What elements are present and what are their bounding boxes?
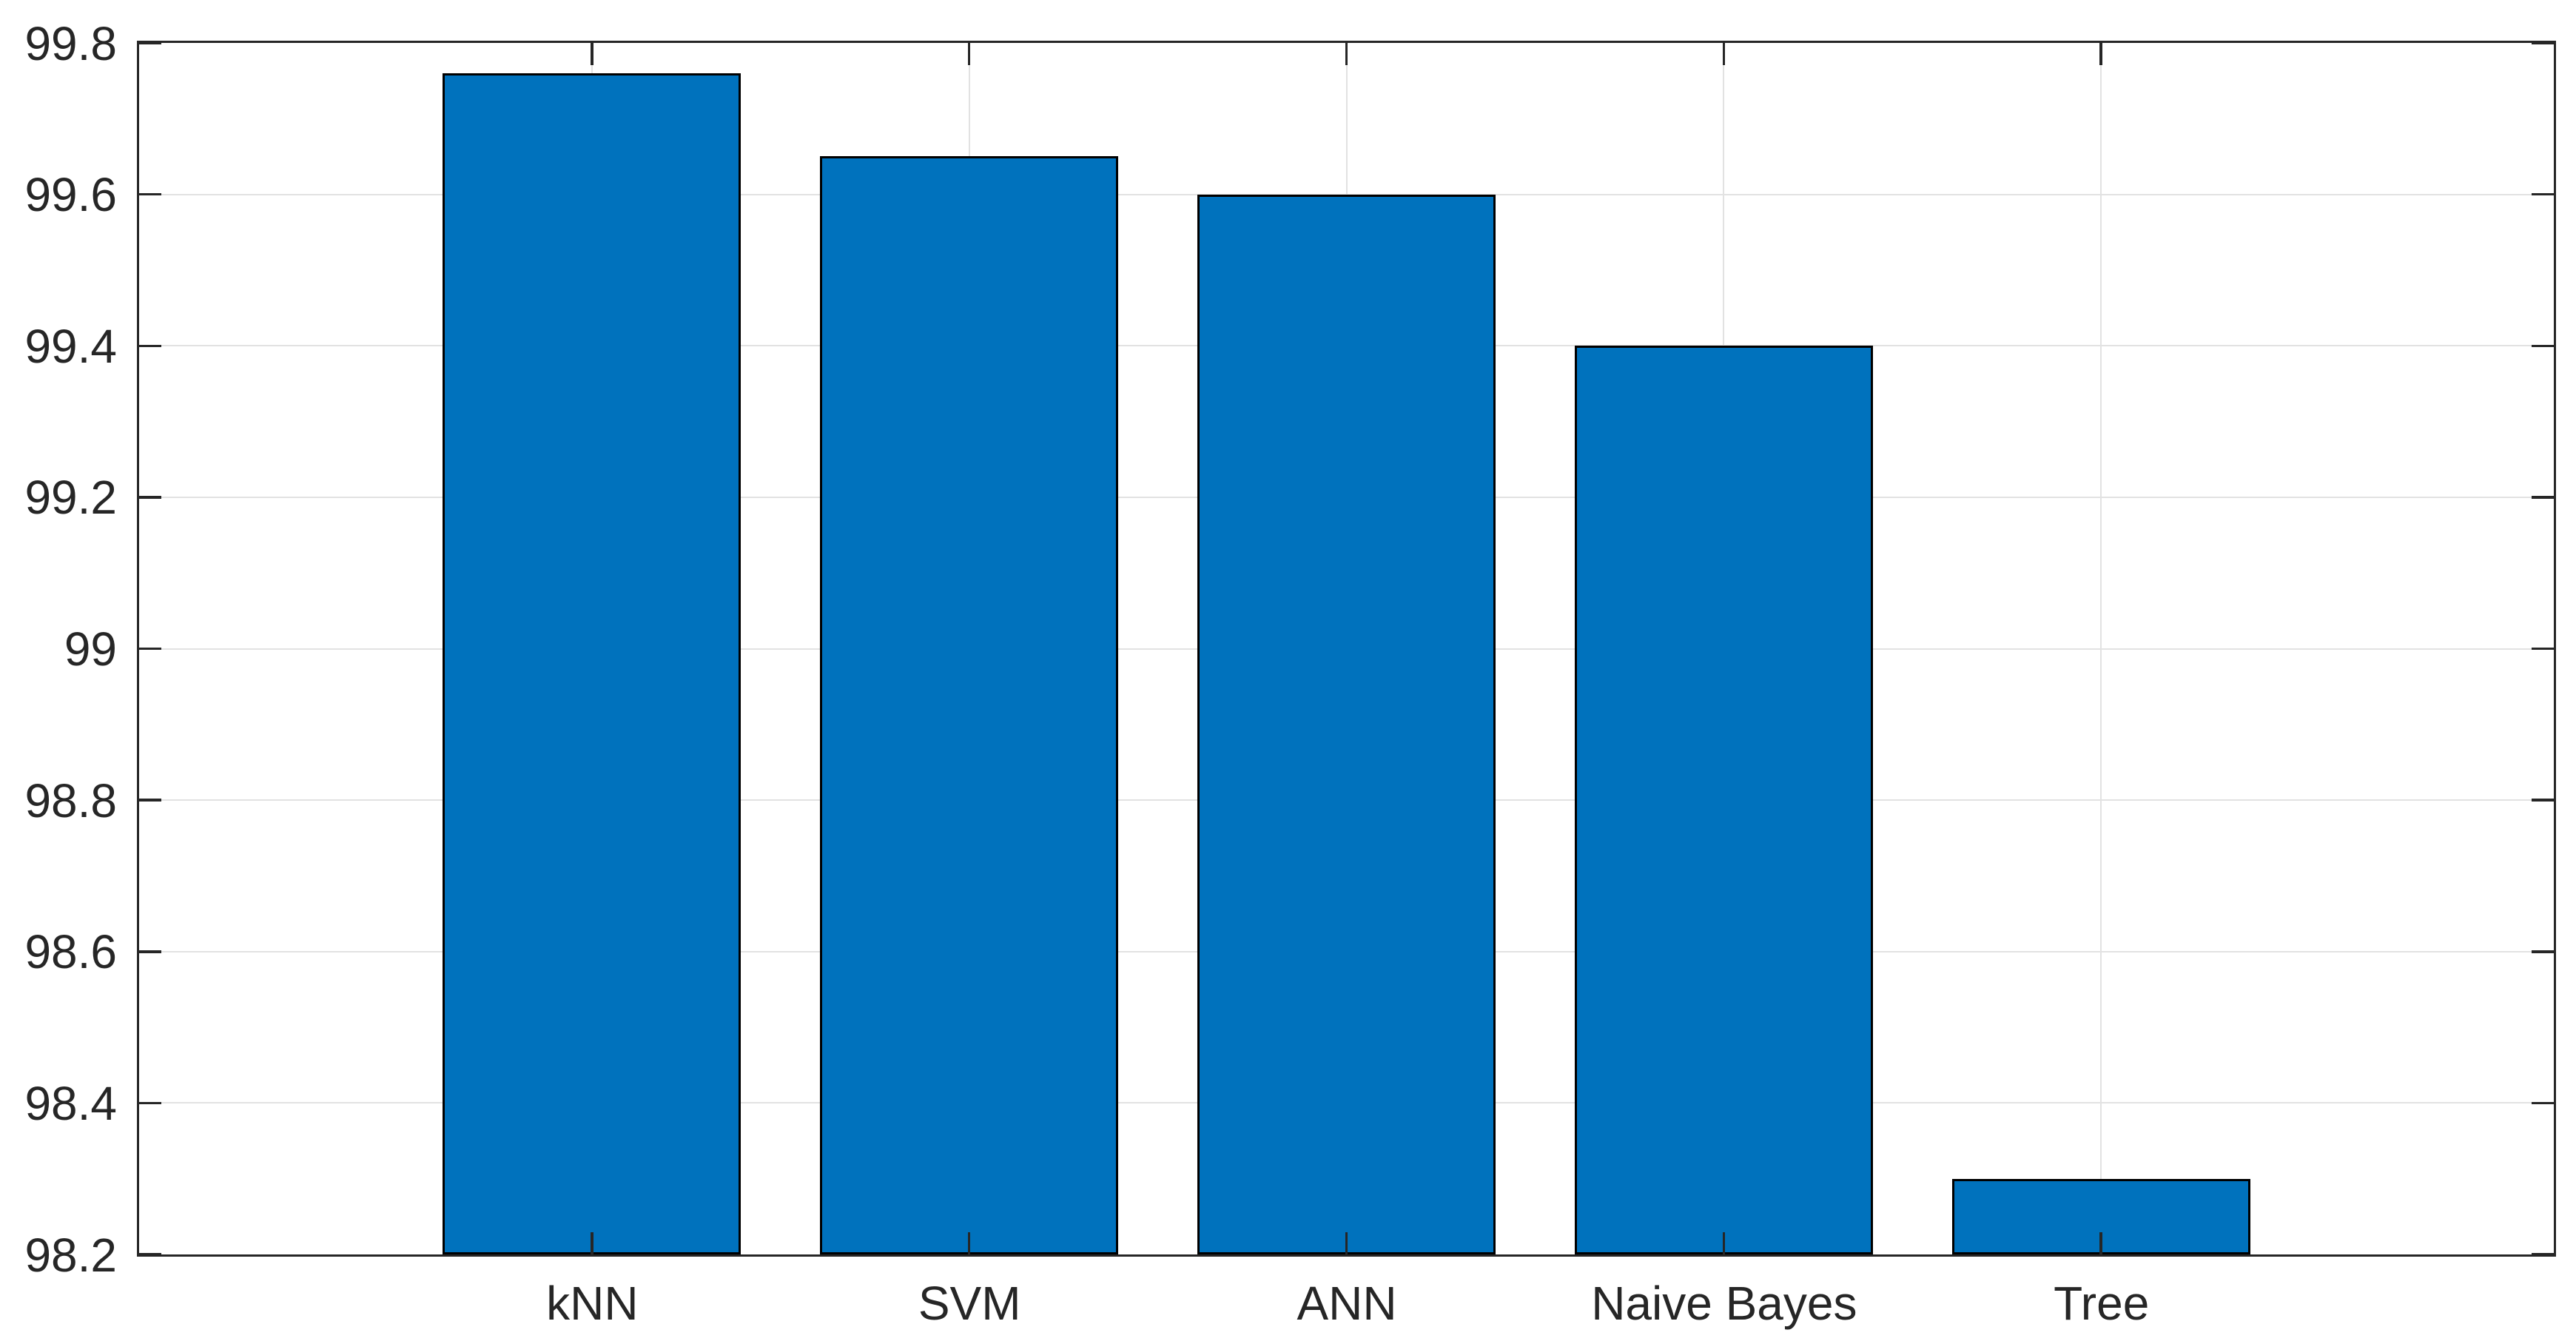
y-tick-right [2532, 41, 2554, 44]
y-tick-right [2532, 1101, 2554, 1105]
y-tick-right [2532, 799, 2554, 802]
y-tick-left [139, 192, 161, 196]
y-tick-label: 99.4 [24, 319, 117, 373]
y-tick-label: 99.8 [24, 16, 117, 70]
y-tick-label: 99 [64, 622, 117, 676]
y-tick-label: 98.6 [24, 925, 117, 979]
y-tick-label: 99.2 [24, 471, 117, 525]
x-tick-top [1345, 43, 1348, 65]
x-tick-label: ANN [1297, 1277, 1397, 1330]
x-tick-bottom [967, 1232, 971, 1254]
x-tick-top [1722, 43, 1726, 65]
y-tick-left [139, 1253, 161, 1256]
y-tick-right [2532, 647, 2554, 651]
x-tick-bottom [2099, 1232, 2102, 1254]
bar-knn [443, 73, 741, 1254]
y-tick-right [2532, 950, 2554, 953]
x-tick-top [2099, 43, 2102, 65]
x-tick-bottom [1722, 1232, 1726, 1254]
x-gridline [2100, 43, 2102, 1254]
bar-naive-bayes [1574, 346, 1873, 1254]
x-tick-label: SVM [918, 1277, 1021, 1330]
y-tick-left [139, 41, 161, 44]
y-tick-left [139, 799, 161, 802]
bar-ann [1197, 194, 1496, 1254]
x-tick-label: Tree [2054, 1277, 2150, 1330]
x-tick-label: kNN [546, 1277, 639, 1330]
y-tick-label: 98.4 [24, 1076, 117, 1130]
y-tick-left [139, 950, 161, 953]
y-tick-label: 98.2 [24, 1228, 117, 1282]
y-tick-left [139, 344, 161, 347]
x-tick-top [967, 43, 971, 65]
y-tick-right [2532, 496, 2554, 499]
y-tick-left [139, 1101, 161, 1105]
y-tick-label: 98.8 [24, 773, 117, 827]
y-tick-right [2532, 1253, 2554, 1256]
y-tick-right [2532, 192, 2554, 196]
x-tick-bottom [1345, 1232, 1348, 1254]
x-tick-bottom [591, 1232, 593, 1254]
y-tick-label: 99.6 [24, 168, 117, 222]
x-tick-label: Naive Bayes [1591, 1277, 1857, 1330]
x-tick-top [591, 43, 593, 65]
y-tick-left [139, 496, 161, 499]
y-tick-left [139, 647, 161, 651]
bar-svm [820, 156, 1119, 1254]
plot-area [137, 41, 2556, 1257]
y-tick-right [2532, 344, 2554, 347]
